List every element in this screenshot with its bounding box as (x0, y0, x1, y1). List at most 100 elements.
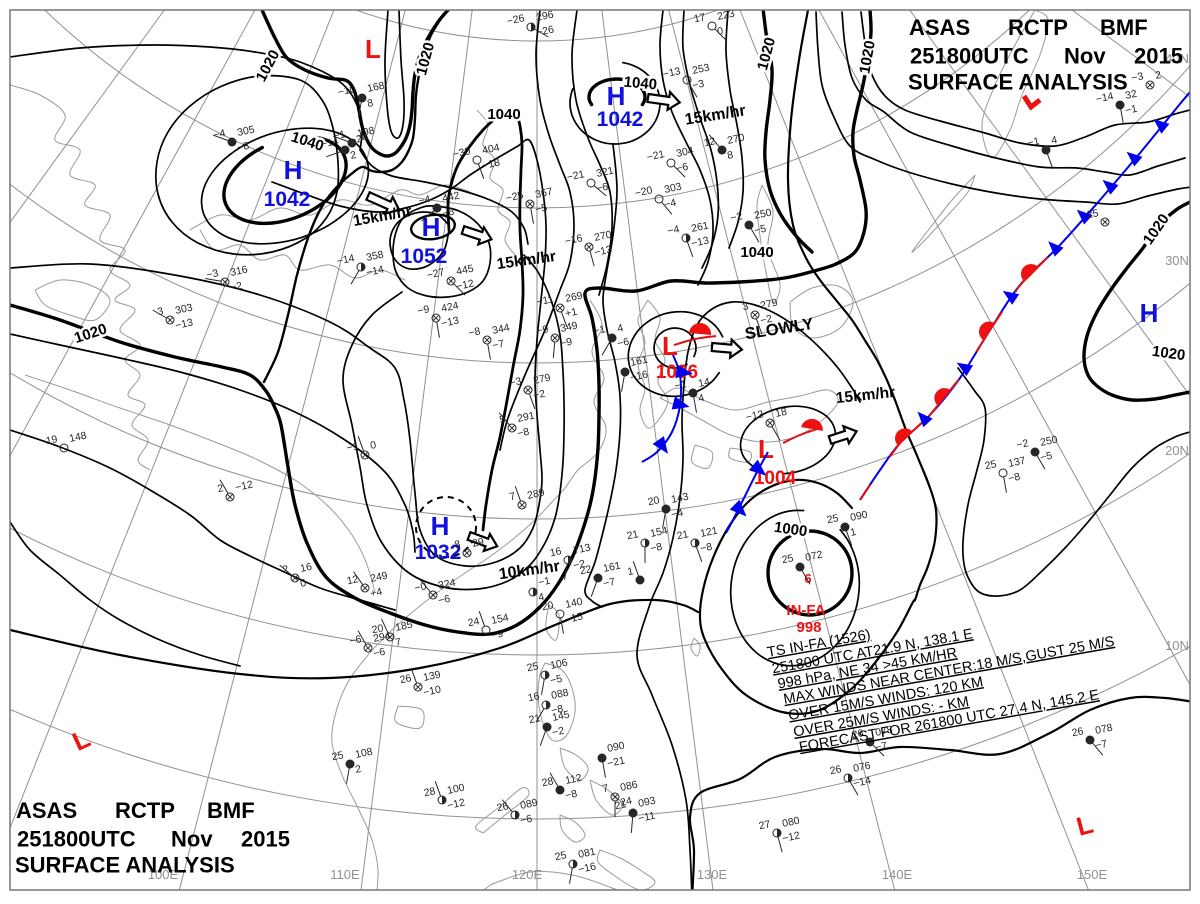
svg-text:H: H (284, 155, 303, 185)
svg-text:1040: 1040 (740, 244, 773, 261)
svg-text:161: 161 (629, 354, 649, 369)
svg-text:H: H (1140, 298, 1159, 328)
svg-text:120E: 120E (512, 867, 543, 882)
svg-text:−1: −1 (537, 575, 551, 589)
svg-text:−14: −14 (1095, 90, 1115, 105)
svg-text:198: 198 (356, 125, 376, 140)
svg-text:−1: −1 (592, 323, 606, 337)
svg-text:270: 270 (593, 229, 613, 244)
svg-text:12: 12 (346, 573, 360, 587)
svg-text:−12: −12 (234, 478, 254, 493)
svg-text:−16: −16 (629, 368, 649, 383)
svg-text:−26: −26 (535, 23, 555, 38)
svg-text:22: 22 (579, 563, 593, 577)
svg-text:Nov: Nov (171, 827, 213, 852)
svg-text:−25: −25 (505, 189, 525, 204)
svg-text:0: 0 (369, 439, 377, 452)
svg-text:072: 072 (804, 549, 824, 564)
svg-text:21: 21 (676, 528, 690, 542)
svg-text:316: 316 (229, 264, 249, 279)
svg-text:090: 090 (606, 740, 626, 755)
svg-text:−8: −8 (236, 140, 250, 154)
svg-text:324: 324 (437, 577, 457, 592)
svg-text:32: 32 (1124, 88, 1138, 102)
svg-text:0: 0 (716, 25, 724, 38)
svg-text:998: 998 (796, 619, 821, 636)
svg-text:250: 250 (753, 207, 773, 222)
svg-text:−3: −3 (508, 375, 522, 389)
svg-text:17: 17 (693, 11, 707, 25)
svg-text:145: 145 (551, 709, 571, 724)
svg-text:BMF: BMF (1100, 15, 1148, 40)
svg-text:−26: −26 (506, 12, 526, 27)
svg-text:−18: −18 (481, 156, 501, 171)
svg-text:251800UTC: 251800UTC (910, 44, 1029, 69)
svg-text:110E: 110E (330, 867, 360, 882)
svg-text:−7: −7 (1094, 738, 1108, 752)
svg-text:6: 6 (804, 571, 811, 586)
svg-text:−1: −1 (1026, 135, 1040, 149)
svg-text:16: 16 (527, 690, 541, 704)
svg-text:424: 424 (440, 300, 460, 315)
svg-text:RCTP: RCTP (1008, 15, 1068, 40)
svg-text:4: 4 (616, 322, 624, 335)
svg-text:−3: −3 (691, 78, 705, 92)
svg-text:21: 21 (528, 712, 542, 726)
svg-text:−13: −13 (174, 316, 194, 331)
svg-text:20: 20 (371, 622, 385, 636)
svg-text:−21: −21 (606, 754, 626, 769)
svg-text:19: 19 (45, 433, 59, 447)
svg-text:−6: −6 (372, 646, 386, 660)
svg-text:25: 25 (984, 458, 998, 472)
svg-text:4: 4 (537, 591, 545, 604)
svg-text:3: 3 (156, 305, 164, 318)
svg-text:294: 294 (372, 630, 392, 645)
svg-text:21: 21 (614, 798, 628, 812)
svg-text:442: 442 (441, 190, 461, 205)
svg-text:−9: −9 (559, 336, 573, 350)
svg-text:081: 081 (577, 846, 597, 861)
svg-text:185: 185 (394, 619, 414, 634)
svg-text:148: 148 (68, 430, 88, 445)
svg-text:161: 161 (602, 560, 622, 575)
svg-text:−15: −15 (564, 610, 584, 625)
svg-text:20: 20 (647, 494, 661, 508)
svg-text:−6: −6 (348, 633, 362, 647)
svg-text:−0: −0 (413, 580, 427, 594)
svg-text:−8: −8 (1007, 471, 1021, 485)
svg-text:1052: 1052 (401, 245, 448, 268)
svg-text:−21: −21 (646, 148, 666, 163)
svg-text:4: 4 (1050, 134, 1058, 147)
svg-text:−2: −2 (1015, 437, 1029, 451)
svg-text:305: 305 (236, 124, 256, 139)
svg-text:26: 26 (851, 727, 865, 741)
svg-text:106: 106 (549, 657, 569, 672)
svg-text:269: 269 (564, 290, 584, 305)
svg-text:−5: −5 (549, 673, 563, 687)
svg-text:−3: −3 (205, 267, 219, 281)
svg-text:7: 7 (601, 782, 609, 795)
svg-text:+4: +4 (369, 586, 383, 600)
svg-text:−12: −12 (781, 829, 801, 844)
svg-text:−12: −12 (745, 408, 765, 423)
svg-text:−13: −13 (440, 314, 460, 329)
svg-text:289: 289 (526, 487, 546, 502)
svg-text:L: L (365, 34, 381, 64)
svg-text:100: 100 (446, 782, 466, 797)
svg-text:367: 367 (534, 186, 554, 201)
svg-text:7: 7 (394, 636, 402, 649)
svg-text:SURFACE ANALYSIS: SURFACE ANALYSIS (15, 853, 235, 878)
svg-text:−11: −11 (637, 810, 656, 825)
svg-text:25: 25 (554, 849, 568, 863)
svg-text:154: 154 (649, 525, 669, 540)
svg-text:ASAS: ASAS (909, 15, 970, 40)
svg-text:108: 108 (354, 746, 374, 761)
svg-text:143: 143 (670, 491, 690, 506)
svg-text:28: 28 (541, 775, 555, 789)
svg-text:H: H (422, 212, 441, 242)
svg-text:2: 2 (354, 763, 362, 776)
svg-text:24: 24 (467, 615, 481, 629)
svg-text:3: 3 (741, 300, 749, 313)
svg-text:25: 25 (526, 660, 540, 674)
svg-text:−1: −1 (332, 128, 346, 142)
